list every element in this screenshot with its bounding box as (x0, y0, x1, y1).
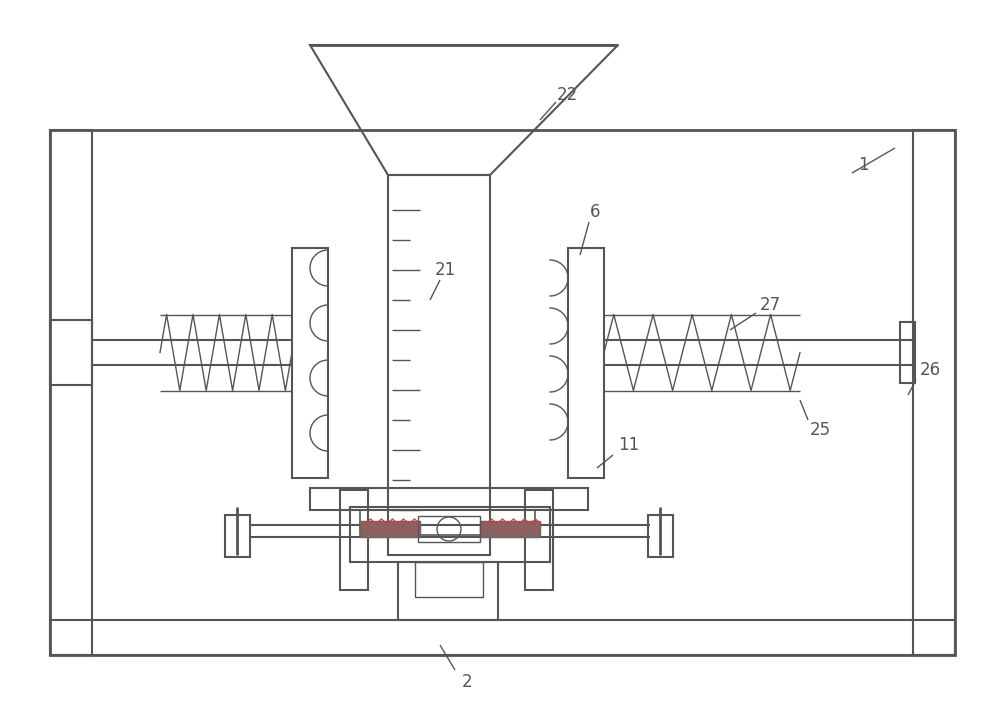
Text: 11: 11 (618, 436, 639, 454)
Bar (568, 248, 604, 478)
Text: 27: 27 (760, 296, 781, 314)
Bar (648, 515, 673, 557)
Bar (360, 521, 420, 537)
Bar (913, 130, 955, 655)
Text: 21: 21 (435, 261, 456, 279)
Text: 26: 26 (920, 361, 941, 379)
Bar (900, 322, 915, 383)
Text: 25: 25 (810, 421, 831, 439)
Text: 6: 6 (590, 203, 600, 221)
Bar (225, 515, 250, 557)
Bar (292, 248, 328, 478)
Bar (418, 516, 480, 542)
Bar (50, 620, 955, 655)
Bar (340, 490, 368, 590)
Bar (50, 130, 955, 655)
Bar (480, 521, 540, 537)
Bar (50, 130, 92, 655)
Bar (350, 507, 550, 562)
Bar (388, 175, 490, 555)
Bar (50, 320, 92, 385)
Bar (360, 510, 535, 535)
Text: 1: 1 (858, 156, 869, 174)
Text: 2: 2 (462, 673, 473, 691)
Text: 22: 22 (557, 86, 578, 104)
Bar (310, 488, 588, 510)
Bar (398, 562, 498, 620)
Bar (525, 490, 553, 590)
Bar (415, 562, 483, 597)
